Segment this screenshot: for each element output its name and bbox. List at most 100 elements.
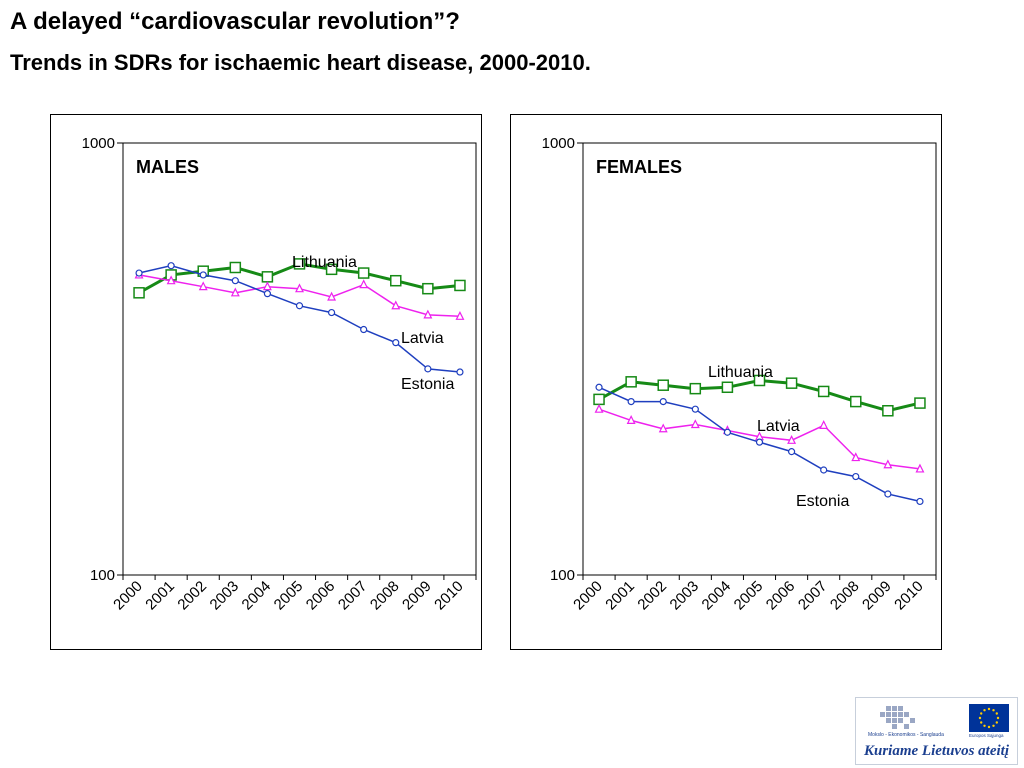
point-latvia-2001 <box>166 275 176 285</box>
x-tick-label-2005: 2005 <box>731 578 767 614</box>
point-estonia-2004 <box>723 428 732 436</box>
point-lithuania-2001 <box>625 376 637 388</box>
point-estonia-2005 <box>295 302 304 310</box>
point-estonia-2003 <box>231 277 239 285</box>
point-latvia-2000 <box>594 403 604 413</box>
point-latvia-2010 <box>455 310 465 320</box>
map-mark <box>880 706 915 729</box>
point-latvia-2006 <box>787 434 797 444</box>
point-estonia-2000 <box>135 269 143 277</box>
x-tick-label-2002: 2002 <box>174 578 210 614</box>
panel-label: MALES <box>136 157 199 177</box>
point-latvia-2001 <box>626 415 636 424</box>
eu-star <box>995 712 998 715</box>
plot-area <box>122 142 477 576</box>
eu-star <box>983 724 986 727</box>
point-estonia-2008 <box>852 472 860 481</box>
point-latvia-2004 <box>262 281 272 291</box>
point-estonia-2001 <box>627 397 635 406</box>
point-estonia-2000 <box>595 383 603 391</box>
point-estonia-2003 <box>691 405 699 413</box>
x-tick-label-2003: 2003 <box>207 578 243 614</box>
y-tick-label-min: 100 <box>550 567 575 584</box>
panel-label: FEMALES <box>596 157 682 177</box>
eu-star <box>992 709 995 712</box>
x-tick-label-2008: 2008 <box>367 578 403 614</box>
point-latvia-2007 <box>359 279 369 289</box>
series-label-lithuania: Lithuania <box>708 364 773 381</box>
eu-star <box>978 716 982 720</box>
point-estonia-2009 <box>424 365 432 373</box>
point-lithuania-2009 <box>422 282 434 295</box>
point-lithuania-2000 <box>593 393 605 406</box>
point-latvia-2003 <box>230 287 240 297</box>
point-estonia-2001 <box>167 262 175 270</box>
point-lithuania-2000 <box>133 287 145 299</box>
y-tick-label-min: 100 <box>90 567 115 584</box>
point-latvia-2003 <box>690 419 700 429</box>
eu-star <box>987 725 991 729</box>
point-estonia-2002 <box>199 271 207 279</box>
series-label-estonia: Estonia <box>796 493 849 510</box>
x-tick-label-2002: 2002 <box>634 578 670 614</box>
y-tick-label-max: 1000 <box>542 135 575 152</box>
point-estonia-2007 <box>820 466 828 474</box>
point-latvia-2007 <box>819 420 829 429</box>
x-tick-label-2006: 2006 <box>763 578 799 614</box>
x-tick-label-2004: 2004 <box>239 578 275 614</box>
series-label-lithuania: Lithuania <box>292 254 357 271</box>
point-lithuania-2005 <box>753 374 766 387</box>
point-lithuania-2004 <box>261 271 274 283</box>
point-estonia-2010 <box>916 497 924 506</box>
females-chart: 1000 100 2000 2001 2002 2003 2004 2005 2006 2007 2… <box>510 114 942 650</box>
eu-star <box>980 721 983 724</box>
point-estonia-2009 <box>884 490 892 498</box>
page-title: A delayed “cardiovascular revolution”? <box>10 8 460 35</box>
eu-star <box>980 712 983 715</box>
point-lithuania-2006 <box>325 263 338 276</box>
x-tick-label-2006: 2006 <box>303 578 339 614</box>
point-lithuania-2004 <box>721 381 734 394</box>
point-lithuania-2003 <box>689 382 702 395</box>
x-tick-label-2010: 2010 <box>891 578 927 614</box>
x-tick-label-2007: 2007 <box>795 578 831 614</box>
series-line-estonia <box>138 264 461 373</box>
eu-star <box>996 716 1000 720</box>
point-lithuania-2005 <box>293 258 306 270</box>
point-latvia-2008 <box>391 300 401 310</box>
females-chart-svg: 1000100200020012002200320042005200620072… <box>542 135 937 614</box>
page-subtitle: Trends in SDRs for ischaemic heart disea… <box>10 50 591 75</box>
point-latvia-2010 <box>915 463 925 473</box>
logo-org-text: Mokslo - Ekonomikos - Sanglauda <box>868 732 944 738</box>
point-latvia-2009 <box>423 309 433 319</box>
sponsor-logo-graphic: Mokslo - Ekonomikos - Sanglauda Europos … <box>868 704 1009 738</box>
x-tick-label-2009: 2009 <box>859 578 895 614</box>
plot-area <box>582 142 937 576</box>
point-lithuania-2003 <box>229 261 242 274</box>
eu-star <box>987 707 991 711</box>
point-estonia-2006 <box>787 448 796 456</box>
sponsor-logo: Mokslo - Ekonomikos - Sanglauda Europos … <box>855 697 1018 765</box>
point-estonia-2002 <box>659 397 667 406</box>
x-tick-label-2000: 2000 <box>570 578 606 614</box>
point-latvia-2005 <box>295 283 304 293</box>
logo-caption: Kuriame Lietuvos ateitį <box>864 743 1009 759</box>
x-tick-label-2001: 2001 <box>602 578 638 614</box>
point-lithuania-2010 <box>454 279 466 292</box>
eu-stars <box>978 707 1000 729</box>
x-tick-label-2000: 2000 <box>110 578 146 614</box>
point-lithuania-2008 <box>390 274 402 287</box>
series-line-latvia <box>138 274 461 318</box>
x-tick-label-2009: 2009 <box>399 578 435 614</box>
point-estonia-2007 <box>360 325 368 334</box>
x-tick-label-2003: 2003 <box>667 578 703 614</box>
point-lithuania-2008 <box>850 395 862 408</box>
point-estonia-2006 <box>327 308 336 317</box>
point-estonia-2008 <box>392 339 400 347</box>
point-lithuania-2007 <box>817 385 830 398</box>
logo-eu-text: Europos Sąjunga <box>969 733 1004 738</box>
x-tick-label-2010: 2010 <box>431 578 467 614</box>
eu-star <box>995 721 998 724</box>
point-estonia-2004 <box>263 290 272 298</box>
x-tick-label-2005: 2005 <box>271 578 307 614</box>
